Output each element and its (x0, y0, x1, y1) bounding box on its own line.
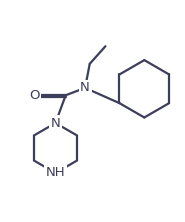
Text: NH: NH (46, 166, 65, 179)
Text: N: N (51, 117, 60, 129)
Text: N: N (80, 81, 90, 94)
Text: O: O (29, 89, 39, 102)
